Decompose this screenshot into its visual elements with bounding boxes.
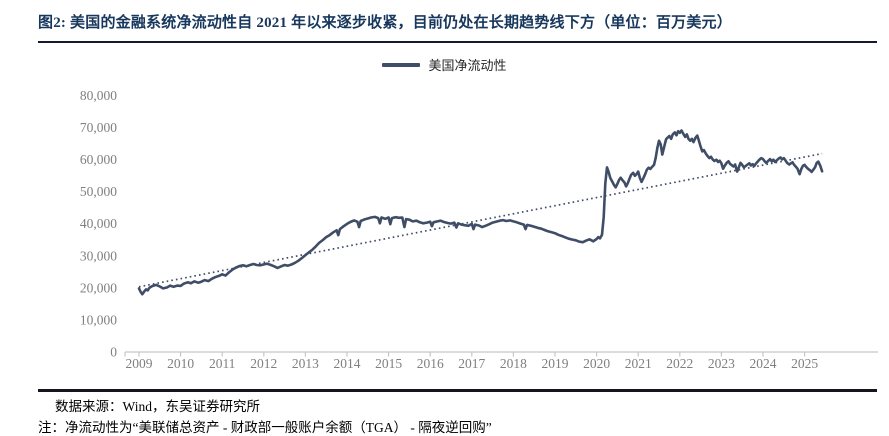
legend-line-swatch: [382, 62, 421, 67]
svg-text:2025: 2025: [791, 356, 818, 371]
svg-text:70,000: 70,000: [80, 120, 117, 135]
svg-text:2022: 2022: [666, 356, 693, 371]
svg-text:40,000: 40,000: [80, 216, 117, 231]
figure-title: 图2: 美国的金融系统净流动性自 2021 年以来逐步收紧，目前仍处在长期趋势线…: [38, 15, 732, 31]
svg-text:2020: 2020: [583, 356, 610, 371]
svg-text:2009: 2009: [126, 356, 153, 371]
svg-text:2014: 2014: [334, 356, 361, 371]
svg-text:10,000: 10,000: [80, 313, 117, 328]
legend-label: 美国净流动性: [428, 58, 507, 73]
x-axis-ticks: [124, 352, 806, 357]
trend-line: [138, 152, 823, 288]
svg-text:2019: 2019: [542, 356, 569, 371]
svg-text:2023: 2023: [708, 356, 735, 371]
data-source-text: 数据来源：Wind，东吴证券研究所: [55, 399, 260, 414]
chart-legend: 美国净流动性: [0, 55, 889, 74]
svg-text:2016: 2016: [417, 356, 444, 371]
svg-text:80,000: 80,000: [80, 88, 117, 103]
svg-text:2010: 2010: [167, 356, 194, 371]
svg-text:2024: 2024: [750, 356, 777, 371]
x-axis-labels: 2009 2010 2011 2012 2013 2014 2015 2016 2017 2018…: [126, 356, 819, 371]
title-rule: [38, 41, 877, 43]
svg-text:50,000: 50,000: [80, 184, 117, 199]
svg-text:2011: 2011: [209, 356, 236, 371]
bottom-rule: [38, 389, 877, 392]
svg-text:2013: 2013: [292, 356, 319, 371]
svg-text:2012: 2012: [250, 356, 277, 371]
svg-text:20,000: 20,000: [80, 280, 117, 295]
note-text: 注：净流动性为“美联储总资产 - 财政部一般账户余额（TGA） - 隔夜逆回购”: [38, 420, 492, 435]
y-axis-labels: 0 10,000 20,000 30,000 40,000 50,000 60,000 70,…: [80, 88, 117, 360]
svg-text:2021: 2021: [625, 356, 652, 371]
svg-text:2018: 2018: [500, 356, 527, 371]
svg-text:2015: 2015: [375, 356, 402, 371]
svg-text:0: 0: [110, 345, 117, 360]
net-liquidity-line: [137, 129, 824, 296]
svg-text:60,000: 60,000: [80, 152, 117, 167]
svg-text:30,000: 30,000: [80, 248, 117, 263]
svg-text:2017: 2017: [458, 356, 485, 371]
